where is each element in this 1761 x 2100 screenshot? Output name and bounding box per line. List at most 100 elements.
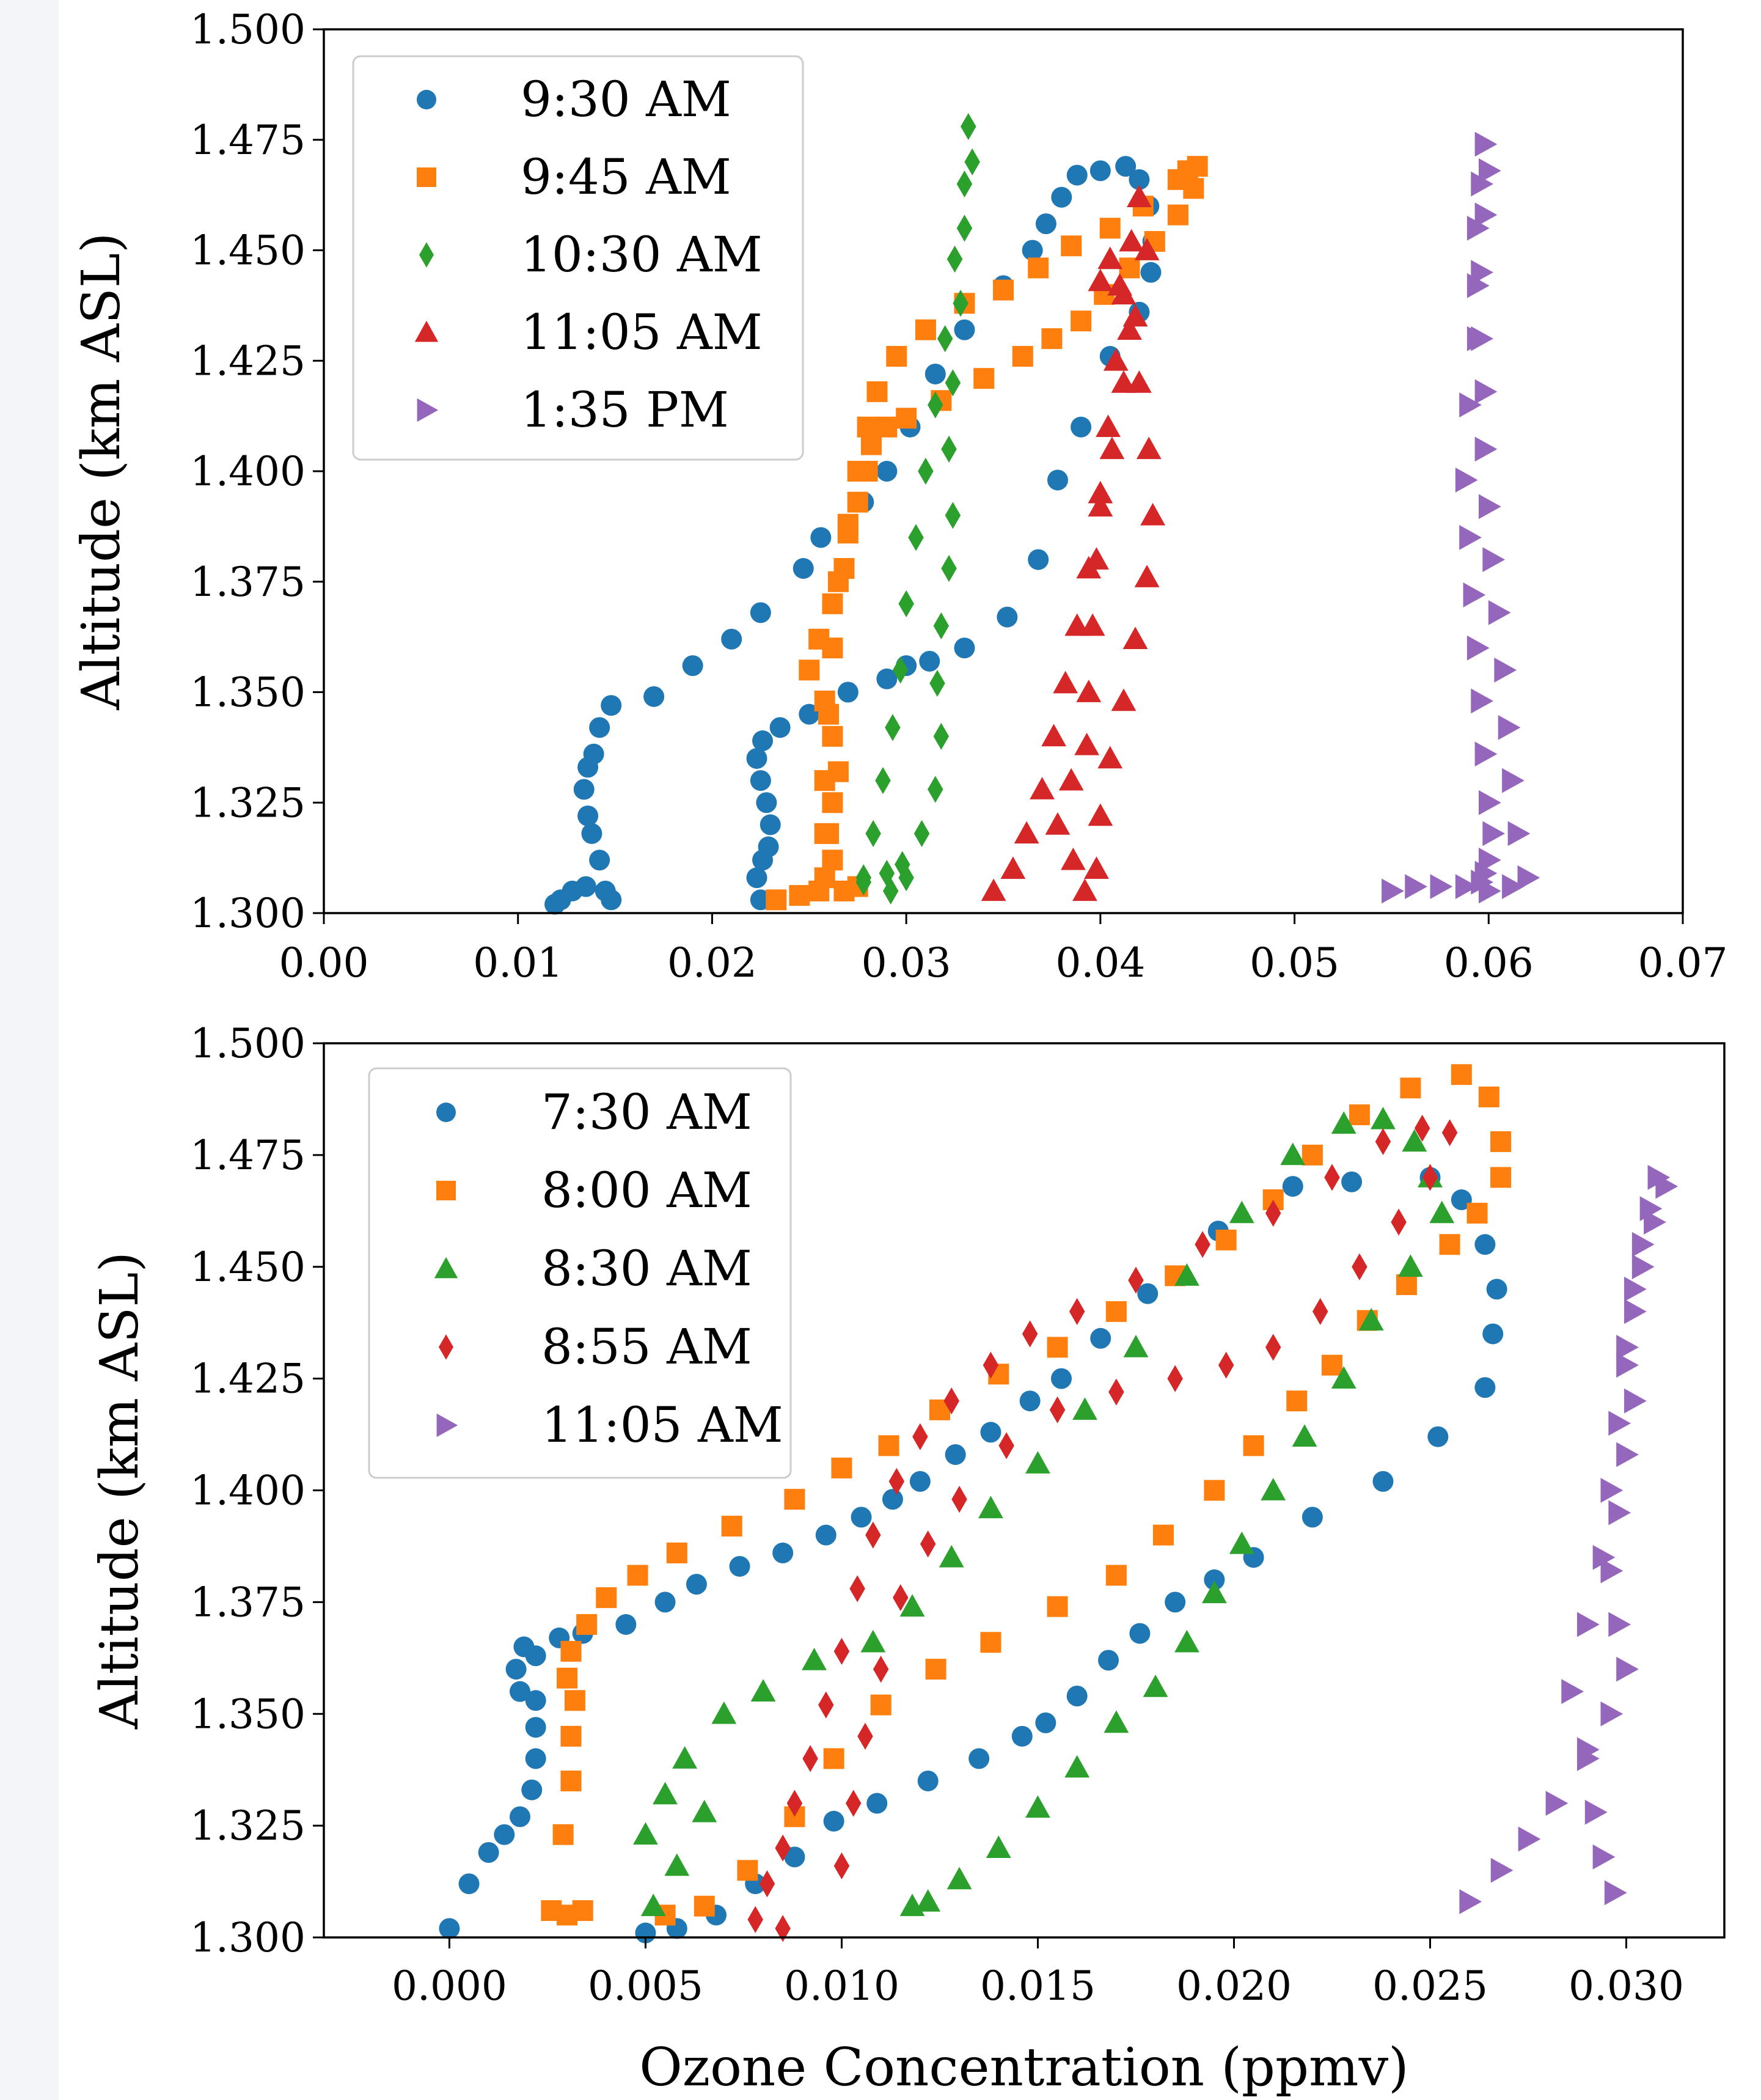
data-point [560,1770,582,1791]
y-tick-label: 1.350 [190,1691,306,1738]
data-point [899,1594,925,1617]
data-point [494,1824,515,1845]
data-point [572,1900,593,1922]
data-point [946,245,963,273]
data-point [1391,1208,1407,1236]
data-point [759,1870,775,1898]
data-point [1072,878,1097,901]
data-point [873,1656,889,1683]
data-point [833,1637,850,1665]
data-point [847,491,868,513]
data-point [1400,1078,1421,1099]
data-point [981,878,1006,901]
data-point [849,1575,865,1603]
data-point [1302,1144,1323,1166]
data-point [1174,1629,1199,1653]
data-point [876,461,898,482]
data-point [721,628,742,650]
data-point [1105,1301,1127,1322]
data-point [1490,1857,1514,1883]
legend-marker [436,1103,456,1122]
data-point [1137,1283,1159,1304]
series-1 [541,1064,1512,1926]
data-point [1140,502,1166,526]
data-point [1494,657,1517,683]
data-point [823,1810,844,1832]
y-tick-label: 1.425 [190,1356,306,1403]
legend-marker [439,1334,453,1360]
data-point [802,1648,827,1670]
data-point [1108,1378,1124,1406]
data-point [1321,1354,1342,1376]
data-point [802,1745,818,1772]
data-point [721,1516,742,1537]
data-point [1478,158,1501,183]
data-point [1502,768,1525,793]
data-point [876,416,898,438]
data-point [789,885,810,906]
data-point [769,717,791,738]
data-point [946,1867,972,1890]
data-point [919,650,940,672]
data-point [941,435,957,463]
y-tick-label: 1.375 [190,1579,306,1626]
data-point [1201,1581,1227,1604]
data-point [1167,204,1188,226]
legend: 9:30 AM 9:45 AM 10:30 AM 11:05 AM 1:35 PM [352,55,804,461]
data-point [954,319,975,340]
data-point [1047,1596,1068,1617]
legend-label: 9:45 AM [521,149,731,205]
data-point [1282,1176,1303,1197]
data-point [1000,856,1026,879]
data-point [439,1918,460,1939]
data-point [1035,213,1056,235]
data-point [1616,1656,1639,1682]
y-tick-label: 1.475 [190,117,306,164]
data-point [1012,346,1033,367]
y-tick-label: 1.400 [190,448,306,495]
data-point [1430,874,1453,900]
legend-box [368,1067,792,1479]
data-point [1167,169,1188,190]
data-point [865,820,881,847]
y-tick-label: 1.300 [190,890,306,937]
data-point [1463,582,1486,608]
y-tick-label: 1.350 [190,669,306,716]
data-point [786,1790,803,1817]
data-point [1292,1424,1317,1447]
data-point [760,814,781,835]
data-point [1486,1279,1507,1300]
data-point [973,368,995,389]
data-point [1466,215,1490,241]
data-point [1014,821,1039,844]
data-point [885,714,901,741]
data-point [1076,680,1102,702]
data-point [1025,1795,1050,1818]
data-point [1119,257,1140,279]
data-point [1600,1478,1624,1503]
data-point [1402,1129,1427,1152]
data-point [1072,1397,1097,1420]
data-point [925,1659,946,1680]
data-point [478,1842,499,1863]
data-point [576,1614,598,1635]
data-point [1084,547,1109,570]
data-point [1019,1390,1041,1412]
data-point [822,792,843,813]
legend-label: 9:30 AM [521,71,731,128]
x-tick-label: 0.005 [588,1962,703,2010]
data-point [750,602,771,623]
x-tick-label: 0.025 [1372,1962,1488,2010]
series-4 [1382,131,1540,904]
series-3 [981,185,1166,901]
data-point [1117,317,1142,340]
data-point [1616,1353,1639,1378]
data-point [1127,370,1152,393]
data-point [1482,821,1506,846]
data-point [1074,732,1100,755]
data-point [1105,1565,1127,1586]
data-point [1488,600,1511,625]
data-point [1466,326,1490,351]
data-point [784,1846,805,1868]
legend-marker [414,320,439,342]
